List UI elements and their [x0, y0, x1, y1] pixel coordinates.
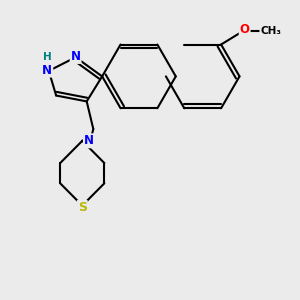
Text: H: H — [43, 52, 52, 62]
Text: N: N — [71, 50, 81, 63]
Text: S: S — [78, 201, 87, 214]
Text: O: O — [240, 23, 250, 36]
Text: N: N — [84, 134, 94, 147]
Text: CH₃: CH₃ — [260, 26, 281, 35]
Text: N: N — [42, 64, 52, 76]
